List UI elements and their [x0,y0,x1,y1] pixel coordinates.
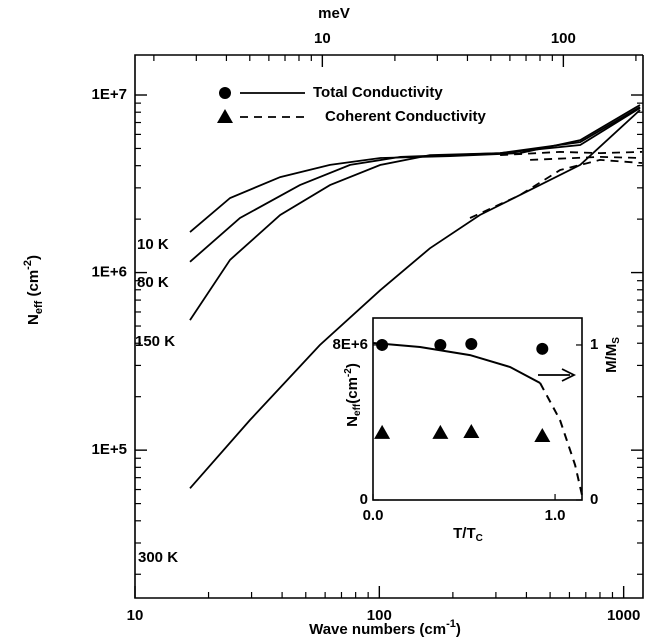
x-tick-label: 100 [367,607,392,624]
y-label-unit: (cm [25,270,42,301]
curve-label: 80 K [137,274,169,291]
y-label-sup: -2 [22,260,34,270]
x-label-main: Wave numbers [309,621,415,638]
inset-x-label-sub: C [476,533,483,544]
marker-triangle [217,109,233,123]
curve [189,106,641,263]
inset-y-tick-label: 0 [360,491,368,508]
inset-y-label-main: N [344,416,361,427]
inset-y2-label: M/MS [603,337,622,373]
inset-y-label-sub: eff [352,403,363,416]
curve [530,155,643,161]
x-tick-label: 1000 [607,607,640,624]
inset-y2-label-sub: S [611,337,622,344]
y-axis-label: Neff (cm-2) [22,255,45,325]
inset-curve [539,382,583,496]
curve [189,107,641,321]
inset-y2-tick-label: 0 [590,491,598,508]
inset-arrow [538,368,577,382]
inset-y-tick-label: 8E+6 [333,336,368,353]
inset-x-tick-label: 1.0 [545,507,566,524]
marker-triangle [432,424,449,439]
legend-label: Total Conductivity [313,84,443,101]
x-tick-label: 10 [127,607,144,624]
curve [469,158,643,219]
inset-x-label: T/TC [453,525,483,544]
marker-circle [376,338,389,351]
top-tick-label: 10 [314,30,331,47]
curve-label: 10 K [137,236,169,253]
x-axis-label: Wave numbers (cm-1) [309,618,461,638]
inset-y2-tick-label: 1 [590,336,598,353]
top-tick-label: 100 [551,30,576,47]
x-label-unit: (cm [415,621,446,638]
inset-y-label-end: ) [344,363,361,368]
y-tick-label: 1E+6 [92,264,127,281]
marker-triangle [463,423,480,438]
y-label-main: N [25,314,42,325]
x-label-sup: -1 [446,618,456,630]
inset-curve [372,342,541,384]
y-tick-label: 1E+7 [92,86,127,103]
inset-x-label-main: T/T [453,525,476,542]
inset-frame [372,317,583,501]
legend-label: Coherent Conductivity [325,108,486,125]
marker-circle [434,338,447,351]
marker-circle [465,337,478,350]
top-axis-label: meV [318,5,350,22]
marker-circle [219,87,231,99]
inset-y-label-rest: (cm [344,377,361,404]
y-tick-label: 1E+5 [92,441,127,458]
curve-label: 150 K [135,333,175,350]
curve-label: 300 K [138,549,178,566]
y-label-sub: eff [33,300,45,314]
marker-triangle [534,428,551,443]
inset-y-label-sup: -2 [343,368,354,377]
inset-y-label: Neff(cm-2) [343,363,363,427]
marker-triangle [374,424,391,439]
x-label-end: ) [456,621,461,638]
y-label-end: ) [25,255,42,260]
curve [500,150,643,156]
marker-circle [536,342,549,355]
inset-y2-label-main: M/M [603,344,620,373]
curve [189,109,641,489]
inset-x-tick-label: 0.0 [363,507,384,524]
